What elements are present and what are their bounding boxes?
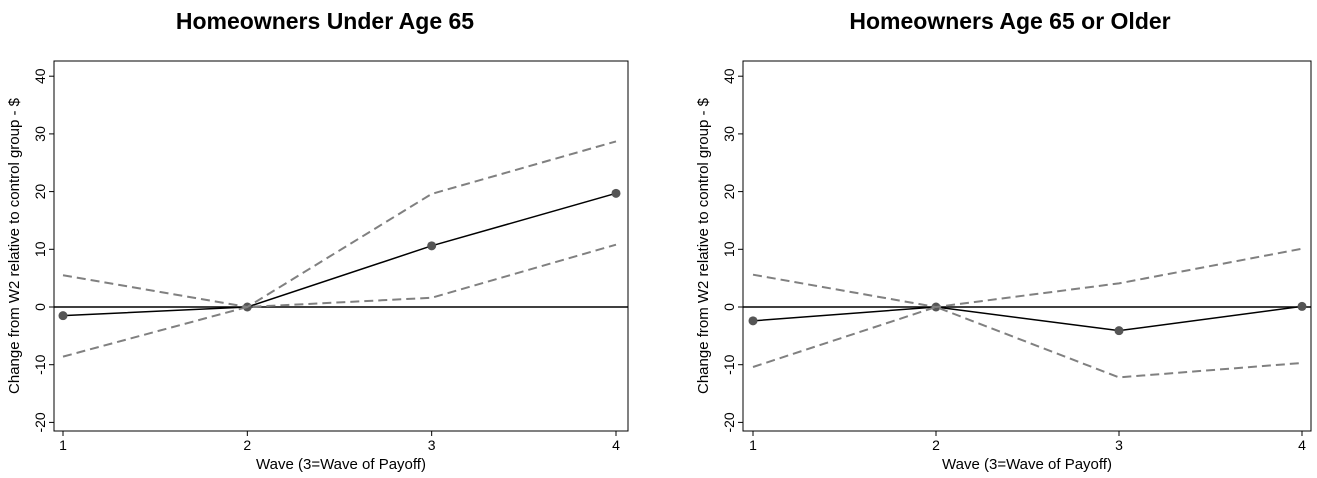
x-tick-label: 4 bbox=[612, 437, 620, 453]
estimate-line bbox=[752, 305, 1303, 332]
y-tick-label: -10 bbox=[721, 354, 737, 374]
x-tick-label: 2 bbox=[243, 437, 251, 453]
y-tick-label: 30 bbox=[721, 126, 737, 142]
y-axis-title: Change from W2 relative to control group… bbox=[695, 97, 712, 394]
plot-frame bbox=[53, 60, 629, 432]
y-tick-label: 40 bbox=[721, 68, 737, 84]
chart-title-right: Homeowners Age 65 or Older bbox=[849, 8, 1171, 34]
estimate-point bbox=[1297, 301, 1307, 311]
y-tick-label: 40 bbox=[32, 68, 48, 84]
y-tick-label: -20 bbox=[32, 412, 48, 432]
x-axis-title: Wave (3=Wave of Payoff) bbox=[942, 456, 1112, 473]
estimate-line bbox=[62, 192, 617, 317]
x-tick-label: 1 bbox=[749, 437, 757, 453]
y-tick-label: 10 bbox=[721, 241, 737, 257]
y-tick-label: 0 bbox=[721, 303, 737, 311]
confidence-bound-line bbox=[62, 243, 617, 358]
confidence-bound-line bbox=[62, 140, 617, 309]
estimate-point bbox=[748, 316, 758, 326]
y-tick-label: -10 bbox=[32, 354, 48, 374]
y-tick-label: -20 bbox=[721, 412, 737, 432]
x-tick-label: 3 bbox=[428, 437, 436, 453]
y-axis-title: Change from W2 relative to control group… bbox=[6, 97, 23, 394]
y-tick-label: 20 bbox=[721, 184, 737, 200]
y-tick-label: 30 bbox=[32, 126, 48, 142]
y-tick-label: 20 bbox=[32, 184, 48, 200]
chart-title-left: Homeowners Under Age 65 bbox=[175, 8, 475, 34]
estimate-point bbox=[611, 188, 621, 198]
confidence-bound-line bbox=[752, 305, 1303, 379]
estimate-point bbox=[1114, 326, 1124, 336]
plot-frame bbox=[742, 60, 1312, 432]
x-axis-title: Wave (3=Wave of Payoff) bbox=[256, 456, 426, 473]
estimate-point bbox=[58, 311, 68, 321]
y-tick-label: 10 bbox=[32, 241, 48, 257]
y-tick-label: 0 bbox=[32, 303, 48, 311]
x-tick-label: 4 bbox=[1298, 437, 1306, 453]
estimate-point bbox=[427, 241, 437, 251]
x-tick-label: 3 bbox=[1115, 437, 1123, 453]
x-tick-label: 1 bbox=[59, 437, 67, 453]
confidence-bound-line bbox=[752, 247, 1303, 309]
x-tick-label: 2 bbox=[932, 437, 940, 453]
